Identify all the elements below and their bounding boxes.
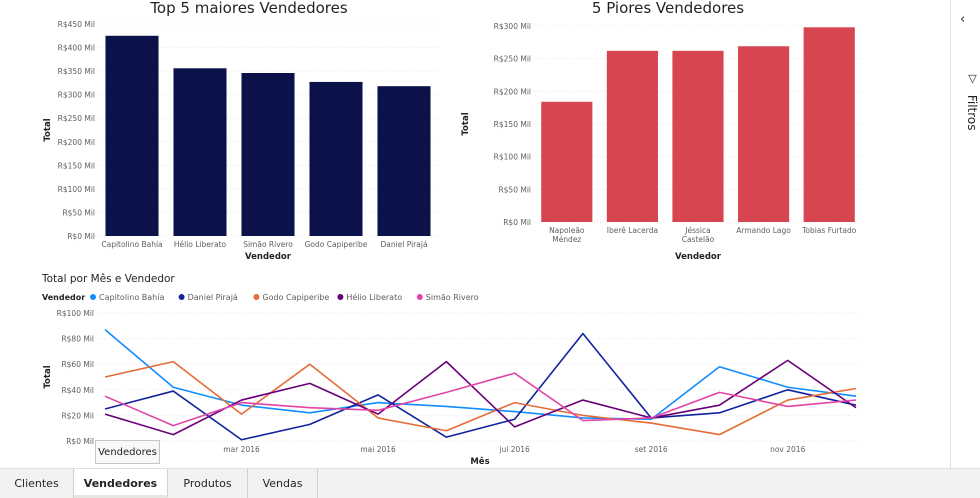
chart-title: 5 Piores Vendedores — [592, 0, 744, 17]
tab-label: Clientes — [14, 477, 59, 490]
tab-vendedores[interactable]: Vendedores — [74, 469, 168, 498]
y-tick-label: R$100 Mil — [494, 153, 531, 162]
y-tick-label: R$150 Mil — [494, 120, 531, 129]
y-tick-label: R$0 Mil — [503, 218, 531, 227]
filters-label: Filtros — [965, 94, 979, 131]
x-tick-label: Iberê Lacerda — [607, 226, 658, 235]
y-tick-label: R$150 Mil — [58, 161, 95, 170]
x-tick-label: Napoleão — [549, 226, 585, 235]
tab-label: Vendedores — [83, 477, 158, 490]
chevron-left-icon[interactable]: ‹ — [960, 12, 966, 27]
tab-clientes[interactable]: Clientes — [0, 469, 74, 498]
y-tick-label: R$200 Mil — [494, 87, 531, 96]
x-tick-label: Méndez — [552, 235, 581, 244]
x-tick-label: jul 2016 — [498, 445, 530, 454]
legend-marker — [253, 294, 260, 300]
bar — [105, 35, 159, 237]
x-tick-label: Godo Capiperibe — [305, 240, 368, 249]
x-tick-label: Simão Rivero — [243, 240, 293, 249]
tab-label: Produtos — [183, 477, 232, 490]
series-line — [104, 372, 857, 427]
y-tick-label: R$0 Mil — [66, 437, 94, 446]
filters-toggle[interactable]: ▽ Filtros — [953, 72, 979, 131]
legend-label: Godo Capiperibe — [262, 293, 329, 302]
legend-marker — [178, 294, 185, 300]
x-tick-label: Armando Lago — [736, 226, 791, 235]
series-line — [104, 332, 857, 441]
y-tick-label: R$50 Mil — [498, 185, 531, 194]
bar — [541, 101, 593, 222]
chart-title: Total por Mês e Vendedor — [41, 273, 175, 285]
funnel-icon: ▽ — [966, 72, 979, 85]
series-line — [104, 329, 857, 421]
y-tick-label: R$300 Mil — [494, 22, 531, 31]
y-tick-label: R$50 Mil — [62, 208, 95, 217]
y-tick-label: R$40 Mil — [61, 386, 94, 395]
bar — [738, 46, 790, 223]
tooltip-text: Vendedores — [98, 447, 157, 458]
y-tick-label: R$400 Mil — [58, 44, 95, 53]
y-tick-label: R$450 Mil — [58, 20, 95, 29]
tab-produtos[interactable]: Produtos — [168, 469, 248, 498]
x-tick-label: Tobias Furtado — [801, 226, 857, 235]
y-tick-label: R$100 Mil — [57, 309, 94, 318]
y-axis-title: Total — [43, 365, 53, 388]
x-tick-label: Jéssica — [684, 226, 710, 235]
y-tick-label: R$60 Mil — [61, 360, 94, 369]
report-canvas: Top 5 maiores Vendedores R$0 Mil R$50 Mil R… — [41, 0, 862, 467]
x-tick-label: nov 2016 — [770, 445, 805, 454]
legend-marker — [337, 294, 344, 300]
y-axis-title: Total — [461, 112, 471, 135]
legend-marker — [416, 294, 423, 300]
report-visuals: Top 5 maiores Vendedores R$0 Mil R$50 Mil R… — [41, 0, 862, 467]
y-tick-label: R$350 Mil — [58, 67, 95, 76]
y-tick-label: R$80 Mil — [61, 335, 94, 344]
tab-label: Vendas — [262, 477, 303, 490]
y-tick-label: R$0 Mil — [67, 232, 95, 241]
bar — [803, 27, 855, 222]
x-tick-label: Capitolino Bahía — [101, 240, 162, 249]
page-tabs: Clientes Vendedores Produtos Vendas — [0, 468, 980, 498]
legend-marker — [90, 294, 96, 300]
y-tick-label: R$250 Mil — [58, 114, 95, 123]
y-tick-label: R$20 Mil — [61, 411, 94, 420]
bar — [173, 68, 227, 236]
x-tick-label: mar 2016 — [223, 445, 260, 454]
x-tick-label: Castelão — [682, 235, 715, 244]
x-tick-label: set 2016 — [635, 445, 668, 454]
y-tick-label: R$100 Mil — [58, 185, 95, 194]
x-axis-title: Vendedor — [675, 252, 722, 262]
y-axis-title: Total — [43, 118, 53, 141]
bar — [309, 81, 363, 237]
legend-label: Simão Rivero — [426, 293, 479, 302]
tab-tooltip: Vendedores — [95, 440, 160, 464]
y-tick-label: R$200 Mil — [58, 138, 95, 147]
legend-label: Hélio Liberato — [346, 292, 402, 302]
x-tick-label: mai 2016 — [360, 445, 396, 454]
bar — [606, 50, 658, 223]
x-axis-title: Vendedor — [245, 252, 292, 262]
x-tick-label: Daniel Pirajá — [380, 240, 427, 249]
legend-title: Vendedor — [42, 293, 85, 302]
tab-vendas[interactable]: Vendas — [248, 469, 318, 498]
y-tick-label: R$300 Mil — [58, 91, 95, 100]
y-tick-label: R$250 Mil — [494, 55, 531, 64]
x-axis-title: Mês — [470, 456, 489, 467]
filters-pane: ‹ ▽ Filtros — [950, 0, 980, 468]
legend-label: Capitolino Bahía — [99, 293, 164, 302]
legend-label: Daniel Pirajá — [188, 293, 238, 302]
x-tick-label: Hélio Liberato — [174, 240, 227, 249]
chart-title: Top 5 maiores Vendedores — [149, 0, 348, 17]
bar — [672, 50, 724, 223]
bar — [377, 86, 431, 236]
bar — [241, 72, 295, 237]
